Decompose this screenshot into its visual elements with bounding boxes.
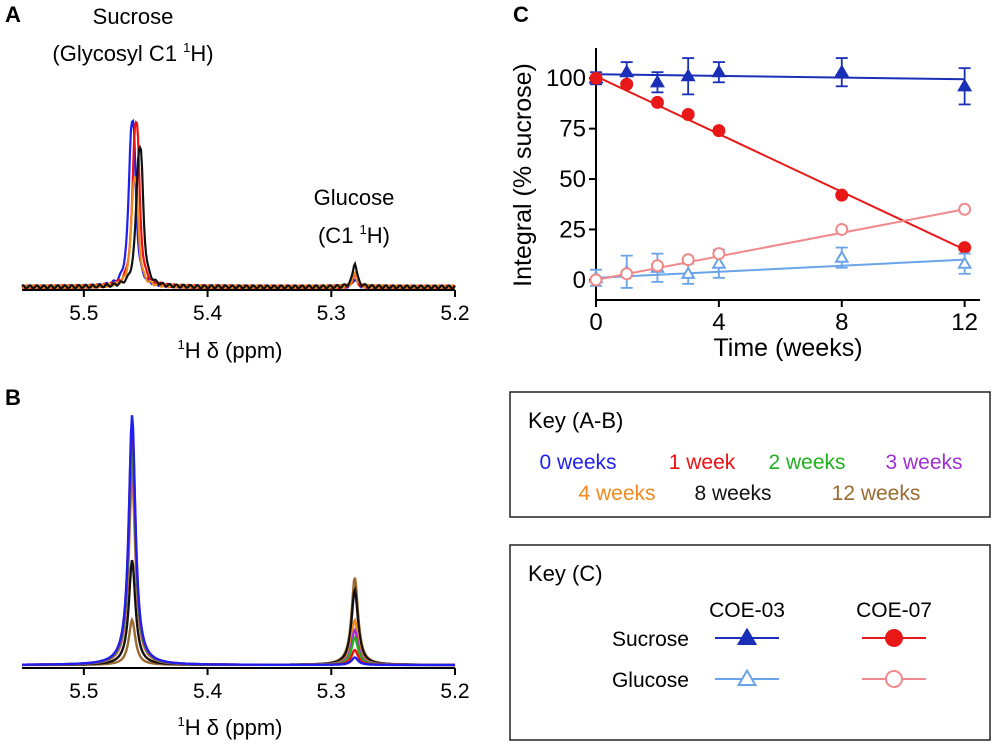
panel-label-c: C (513, 2, 529, 27)
key-a-b: Key (A-B) 0 weeks 1 week 2 weeks 3 weeks… (509, 391, 991, 518)
x-tick-label-5-2: 5.2 (440, 680, 469, 703)
c-x-tick-label-0: 0 (589, 309, 602, 336)
key-c-marker-sucrose-coe-07 (885, 629, 903, 647)
point-sucrose-coe-03-3 (680, 68, 696, 82)
c-x-tick-label-8: 8 (835, 309, 848, 336)
point-sucrose-coe-07-8 (835, 188, 849, 202)
point-glucose-coe-07-4 (712, 247, 726, 261)
key-c-row-glucose: Glucose (612, 669, 689, 692)
key-label-0-weeks: 0 weeks (539, 451, 616, 474)
point-glucose-coe-03-3 (680, 266, 696, 279)
key-label-12-weeks: 12 weeks (832, 482, 921, 505)
point-glucose-coe-07-1 (620, 267, 634, 281)
x-tick-label-5-4: 5.4 (193, 302, 223, 325)
key-c: Key (C) COE-03 COE-07 Sucrose Glucose (509, 544, 991, 741)
point-sucrose-coe-07-4 (712, 124, 726, 138)
spectrum-b-traces (22, 415, 455, 667)
spectrum-b-trace-2-weeks (22, 444, 455, 667)
x-axis-label-c: Time (weeks) (713, 334, 862, 362)
point-glucose-coe-07-8 (835, 222, 849, 236)
point-sucrose-coe-07-3 (681, 108, 695, 122)
point-sucrose-coe-03-12 (957, 78, 973, 92)
key-c-title: Key (C) (528, 561, 603, 586)
x-ticks-b: 5.5 5.4 5.3 5.2 (69, 668, 470, 703)
spectrum-b-trace-1-week (22, 422, 455, 667)
key-a-b-box (509, 391, 991, 518)
x-tick-label-5-4: 5.4 (193, 680, 223, 703)
key-c-box (509, 544, 991, 741)
point-sucrose-coe-07-0 (589, 71, 603, 85)
key-c-row-sucrose: Sucrose (612, 628, 689, 651)
panel-label-a: A (5, 2, 21, 27)
c-y-tick-label-100: 100 (546, 65, 586, 92)
point-glucose-coe-07-2 (650, 259, 664, 273)
panel-label-b: B (5, 385, 21, 410)
c-x-tick-label-12: 12 (951, 309, 978, 336)
point-glucose-coe-03-8 (834, 249, 850, 263)
point-glucose-coe-07-3 (681, 253, 695, 267)
c-y-tick-label-0: 0 (573, 267, 586, 294)
plot-c-marks (588, 57, 973, 289)
point-sucrose-coe-07-1 (620, 77, 634, 91)
x-tick-label-5-3: 5.3 (317, 302, 346, 325)
spectrum-a-trace-8-weeks (21, 144, 456, 290)
c-x-tick-label-4: 4 (712, 309, 725, 336)
x-axis-label-a: 1H δ (ppm) (177, 337, 282, 363)
sucrose-annotation-line2: (Glycosyl C1 1H) (52, 40, 213, 66)
key-a-b-title: Key (A-B) (528, 408, 623, 433)
spectrum-b-trace-3-weeks (22, 459, 455, 667)
spectrum-b-trace-8-weeks (22, 559, 455, 667)
x-tick-label-5-5: 5.5 (69, 680, 98, 703)
key-c-col-coe07: COE-07 (856, 599, 932, 622)
key-c-marker-glucose-coe-07 (885, 670, 903, 688)
point-glucose-coe-03-4 (711, 255, 727, 269)
y-axis-label-c: Integral (% sucrose) (509, 63, 537, 287)
spectrum-b-trace-0-weeks (22, 415, 455, 667)
point-sucrose-coe-07-12 (958, 241, 972, 255)
point-glucose-coe-07-12 (958, 202, 972, 216)
glucose-annotation-line1: Glucose (314, 185, 395, 210)
spectrum-b-trace-4-weeks (22, 479, 455, 667)
key-c-marker-glucose-coe-03 (736, 668, 758, 686)
y-ticks-c: 0 25 50 75 100 (546, 65, 596, 294)
point-sucrose-coe-03-1 (619, 64, 635, 78)
key-c-col-coe03: COE-03 (709, 599, 785, 622)
key-label-2-weeks: 2 weeks (768, 451, 845, 474)
point-glucose-coe-03-12 (957, 255, 973, 269)
c-y-tick-label-25: 25 (559, 216, 586, 243)
key-label-3-weeks: 3 weeks (885, 451, 962, 474)
c-y-tick-label-75: 75 (559, 116, 586, 143)
panel-c: C 0 4 8 12 0 25 50 75 100 Time (weeks) Integral… (509, 2, 980, 362)
point-sucrose-coe-07-2 (650, 95, 664, 109)
key-c-marker-sucrose-coe-03 (736, 627, 758, 645)
x-tick-label-5-2: 5.2 (440, 302, 469, 325)
key-label-4-weeks: 4 weeks (578, 482, 655, 505)
sucrose-annotation-line1: Sucrose (93, 4, 174, 29)
key-c-markers (715, 627, 926, 688)
point-glucose-coe-07-0 (589, 273, 603, 287)
x-tick-label-5-3: 5.3 (317, 680, 346, 703)
spectrum-a-traces (21, 118, 456, 290)
c-y-tick-label-50: 50 (559, 166, 586, 193)
glucose-annotation-line2: (C1 1H) (318, 222, 390, 248)
panel-b: B 5.5 5.4 5.3 5.2 1H δ (ppm) (5, 385, 470, 740)
point-sucrose-coe-03-4 (711, 64, 727, 78)
x-ticks-c: 0 4 8 12 (589, 300, 978, 336)
panel-a: A Sucrose (Glycosyl C1 1H) Glucose (C1 1… (5, 2, 470, 363)
x-tick-label-5-5: 5.5 (69, 302, 98, 325)
spectrum-b-trace-12-weeks (22, 577, 455, 667)
key-label-8-weeks: 8 weeks (694, 482, 771, 505)
x-axis-label-b: 1H δ (ppm) (177, 714, 282, 740)
key-label-1-week: 1 week (669, 451, 736, 474)
point-sucrose-coe-03-2 (649, 74, 665, 88)
x-ticks-a: 5.5 5.4 5.3 5.2 (69, 290, 470, 325)
fit-line-sucrose-coe-03 (595, 73, 965, 81)
point-sucrose-coe-03-8 (834, 64, 850, 78)
